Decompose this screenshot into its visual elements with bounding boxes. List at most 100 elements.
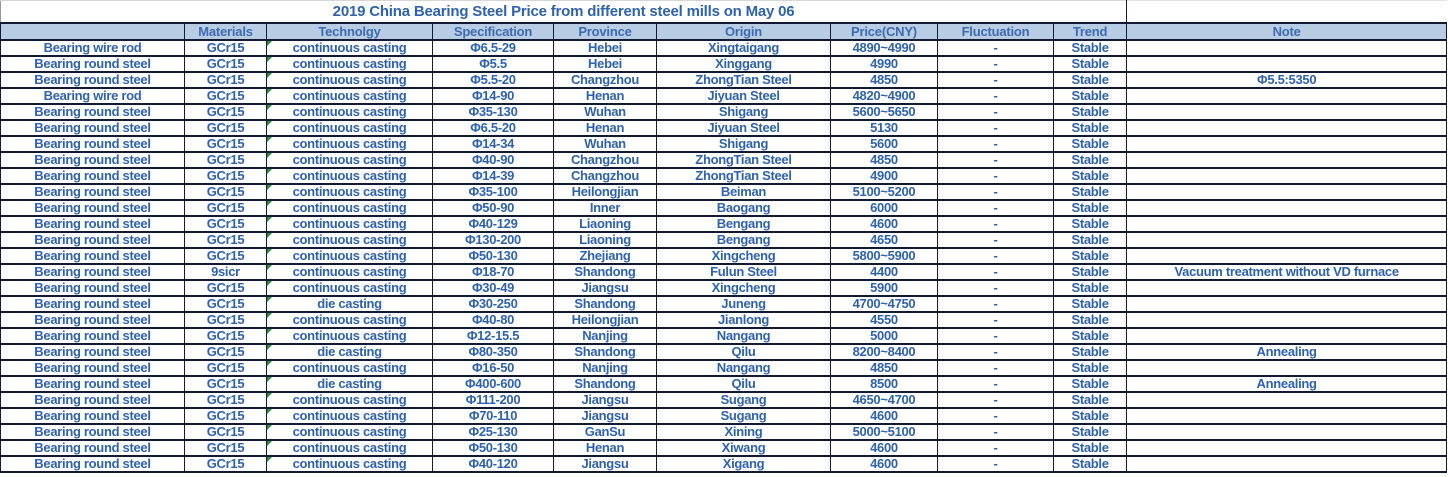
- cell-materials: GCr15: [184, 424, 267, 441]
- cell-text: Φ50-90: [471, 200, 515, 215]
- cell-price: 4900: [830, 168, 938, 185]
- cell-text: Nangang: [716, 360, 771, 375]
- cell-technology: continuous casting: [266, 264, 433, 281]
- cell-text: Jiangsu: [581, 456, 629, 471]
- cell-text: Jiangsu: [581, 392, 629, 407]
- cell-text: Stable: [1071, 136, 1109, 151]
- cell-text: GCr15: [206, 376, 245, 391]
- cell-product: Bearing round steel: [0, 56, 185, 73]
- cell-text: Liaoning: [579, 216, 631, 231]
- cell-fluctuation: -: [937, 72, 1054, 89]
- table-title: 2019 China Bearing Steel Price from diff…: [0, 0, 1128, 23]
- error-indicator-icon: [267, 345, 272, 350]
- cell-technology: continuous casting: [266, 216, 433, 233]
- cell-text: die casting: [317, 296, 382, 311]
- cell-fluctuation: -: [937, 296, 1054, 313]
- cell-text: Φ50-130: [468, 440, 518, 455]
- cell-origin: Sugang: [656, 392, 831, 409]
- cell-materials: GCr15: [184, 152, 267, 169]
- cell-text: Stable: [1071, 280, 1109, 295]
- cell-product: Bearing round steel: [0, 184, 185, 201]
- table-row: Bearing round steel GCr15 continuous casti…: [0, 360, 1448, 377]
- cell-trend: Stable: [1052, 152, 1128, 169]
- cell-origin: Sugang: [656, 408, 831, 425]
- cell-text: Φ25-130: [468, 424, 518, 439]
- cell-text: Stable: [1071, 248, 1109, 263]
- cell-price: 4820~4900: [830, 88, 938, 105]
- cell-text: Beiman: [720, 184, 767, 199]
- cell-text: 5600: [870, 136, 898, 151]
- error-indicator-icon: [267, 185, 272, 190]
- cell-origin: Nangang: [656, 328, 831, 345]
- cell-text: -: [993, 40, 998, 55]
- cell-specification: Φ130-200: [432, 232, 554, 249]
- column-header-fluctuation: Fluctuation: [937, 22, 1054, 41]
- error-indicator-icon: [267, 425, 272, 430]
- cell-province: Liaoning: [553, 216, 657, 233]
- cell-province: Heilongjian: [553, 312, 657, 329]
- cell-text: 8500: [870, 376, 898, 391]
- cell-specification: Φ25-130: [432, 424, 554, 441]
- cell-text: Φ30-49: [471, 280, 515, 295]
- cell-text: Φ30-250: [468, 296, 518, 311]
- cell-text: 5900: [870, 280, 898, 295]
- table-row: Bearing round steel GCr15 die casting Φ400-…: [0, 376, 1448, 393]
- cell-text: Bearing round steel: [34, 264, 151, 279]
- cell-note: [1126, 200, 1448, 217]
- cell-text: Bearing round steel: [34, 56, 151, 71]
- header-row: Materials Technolgy Specification Province O…: [0, 22, 1448, 41]
- cell-product: Bearing round steel: [0, 456, 185, 473]
- cell-product: Bearing round steel: [0, 408, 185, 425]
- cell-text: continuous casting: [292, 440, 407, 455]
- cell-materials: GCr15: [184, 280, 267, 297]
- cell-trend: Stable: [1052, 376, 1128, 393]
- cell-technology: continuous casting: [266, 248, 433, 265]
- cell-price: 5900: [830, 280, 938, 297]
- cell-specification: Φ30-49: [432, 280, 554, 297]
- cell-text: continuous casting: [292, 312, 407, 327]
- cell-technology: continuous casting: [266, 120, 433, 137]
- cell-province: Changzhou: [553, 168, 657, 185]
- cell-text: continuous casting: [292, 40, 407, 55]
- cell-text: continuous casting: [292, 184, 407, 199]
- cell-product: Bearing round steel: [0, 440, 185, 457]
- cell-text: Annealing: [1256, 376, 1317, 391]
- error-indicator-icon: [267, 137, 272, 142]
- cell-specification: Φ6.5-29: [432, 40, 554, 57]
- cell-materials: GCr15: [184, 392, 267, 409]
- cell-text: die casting: [317, 344, 382, 359]
- cell-fluctuation: -: [937, 152, 1054, 169]
- cell-note: [1126, 232, 1448, 249]
- error-indicator-icon: [267, 361, 272, 366]
- cell-note: [1126, 152, 1448, 169]
- cell-trend: Stable: [1052, 72, 1128, 89]
- table-row: Bearing round steel GCr15 die casting Φ30-2…: [0, 296, 1448, 313]
- cell-specification: Φ111-200: [432, 392, 554, 409]
- cell-text: Shandong: [574, 264, 636, 279]
- cell-trend: Stable: [1052, 120, 1128, 137]
- error-indicator-icon: [267, 153, 272, 158]
- cell-text: continuous casting: [292, 88, 407, 103]
- cell-text: Changzhou: [570, 168, 640, 183]
- column-header-price: Price(CNY): [830, 22, 938, 41]
- error-indicator-icon: [267, 281, 272, 286]
- cell-product: Bearing round steel: [0, 376, 185, 393]
- cell-text: Φ40-80: [471, 312, 515, 327]
- cell-text: Φ5.5:5350: [1256, 72, 1317, 87]
- cell-technology: continuous casting: [266, 56, 433, 73]
- cell-text: Bearing round steel: [34, 72, 151, 87]
- cell-trend: Stable: [1052, 440, 1128, 457]
- cell-price: 4890~4990: [830, 40, 938, 57]
- cell-specification: Φ6.5-20: [432, 120, 554, 137]
- cell-materials: GCr15: [184, 408, 267, 425]
- cell-materials: GCr15: [184, 56, 267, 73]
- table-row: Bearing round steel GCr15 continuous casti…: [0, 72, 1448, 89]
- cell-text: Bearing round steel: [34, 200, 151, 215]
- cell-text: continuous casting: [292, 424, 407, 439]
- cell-text: Qilu: [731, 344, 756, 359]
- cell-text: continuous casting: [292, 152, 407, 167]
- cell-text: 4650: [870, 232, 898, 247]
- cell-text: -: [993, 56, 998, 71]
- table-row: Bearing round steel GCr15 continuous casti…: [0, 328, 1448, 345]
- cell-price: 4650~4700: [830, 392, 938, 409]
